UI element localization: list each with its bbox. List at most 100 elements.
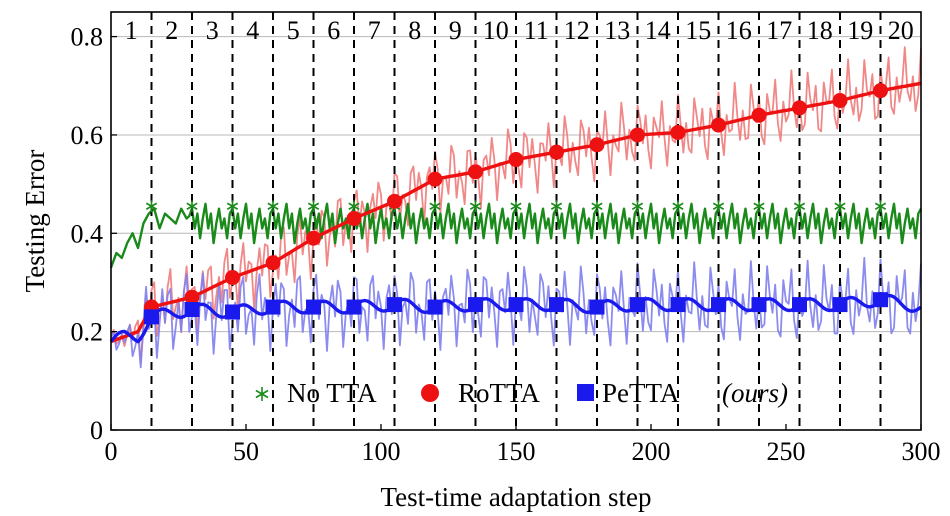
no-tta-marker: [550, 200, 563, 213]
y-tick-label: 0.6: [71, 121, 104, 150]
rotta-marker: [508, 152, 524, 168]
rotta-marker: [589, 137, 605, 153]
petta-marker: [670, 297, 686, 313]
visit-labels: 1 2 3 4 5 6 7 8 9 10 11 12 13 14 15 16 17 18 19 20: [125, 16, 914, 45]
visit-label: 1: [125, 16, 138, 45]
petta-marker: [265, 299, 281, 315]
visit-label: 11: [524, 16, 549, 45]
x-tick-label: 200: [632, 437, 671, 466]
axis-ticks: 0 50 100 150 200 250 300 0 0.2 0.4 0.6 0.8: [71, 23, 941, 466]
no-tta-marker: [226, 200, 239, 213]
petta-marker: [751, 297, 767, 313]
visit-label: 2: [165, 16, 178, 45]
x-tick-label: 250: [767, 437, 806, 466]
visit-label: 20: [888, 16, 914, 45]
visit-label: 17: [766, 16, 792, 45]
no-tta-marker: [307, 200, 320, 213]
rotta-marker: [873, 83, 888, 99]
petta-marker: [630, 297, 645, 313]
visit-label: 15: [685, 16, 711, 45]
petta-marker: [589, 299, 605, 315]
no-tta-marker: [429, 200, 441, 213]
y-axis-title: Testing Error: [20, 150, 50, 293]
rotta-marker: [711, 117, 726, 133]
visit-label: 13: [604, 16, 630, 45]
petta-marker: [792, 297, 807, 313]
x-tick-label: 100: [362, 437, 401, 466]
legend-rotta-symbol: [421, 384, 439, 402]
visit-label: 19: [847, 16, 873, 45]
no-tta-marker: [631, 200, 644, 213]
x-tick-label: 300: [902, 437, 941, 466]
visit-label: 4: [246, 16, 259, 45]
petta-marker: [468, 297, 483, 313]
legend-no-tta-label: No TTA: [287, 378, 377, 408]
no-tta-marker: [793, 200, 806, 213]
no-tta-marker: [834, 200, 846, 213]
petta-marker: [346, 299, 362, 315]
legend-petta-note: (ours): [722, 378, 788, 408]
visit-label: 5: [287, 16, 300, 45]
visit-label: 16: [726, 16, 752, 45]
visit-label: 7: [368, 16, 381, 45]
rotta-marker: [265, 255, 281, 271]
legend-no-tta-marker: [255, 387, 269, 401]
visit-label: 3: [206, 16, 219, 45]
y-tick-label: 0.2: [71, 318, 104, 347]
y-tick-label: 0: [90, 416, 103, 445]
petta-marker: [549, 297, 564, 313]
x-tick-label: 0: [105, 437, 118, 466]
x-tick-label: 150: [497, 437, 536, 466]
no-tta-marker: [510, 200, 522, 213]
rotta-marker: [225, 270, 240, 286]
no-tta-marker: [712, 200, 725, 213]
x-axis-title: Test-time adaptation step: [380, 482, 651, 512]
visit-label: 6: [327, 16, 340, 45]
petta-marker: [873, 292, 888, 308]
petta-marker: [306, 299, 321, 315]
petta-marker: [184, 302, 200, 318]
petta-marker: [427, 299, 443, 315]
no-tta-marker: [753, 200, 765, 213]
legend: No TTA RoTTA PeTTA (ours): [255, 378, 788, 408]
petta-marker: [387, 297, 402, 313]
legend-petta-marker: [577, 384, 594, 401]
rotta-marker: [306, 230, 321, 246]
petta-marker: [832, 297, 848, 313]
rotta-marker: [630, 127, 645, 143]
visit-label: 12: [564, 16, 590, 45]
x-tick-label: 50: [233, 437, 259, 466]
rotta-marker: [670, 124, 686, 140]
legend-no-tta-symbol: [255, 387, 269, 401]
rotta-marker: [387, 193, 402, 209]
legend-rotta-marker: [421, 384, 439, 402]
rotta-marker: [346, 211, 362, 227]
rotta-marker: [549, 144, 564, 160]
rotta-marker: [792, 100, 807, 116]
visit-label: 10: [483, 16, 509, 45]
rotta-marker: [184, 289, 200, 305]
y-tick-label: 0.4: [71, 219, 104, 248]
petta-marker: [508, 297, 524, 313]
no-tta-marker: [591, 200, 603, 213]
rotta-marker: [468, 164, 483, 180]
no-tta-marker: [348, 200, 360, 213]
petta-marker: [225, 304, 240, 320]
no-tta-marker: [672, 200, 684, 213]
legend-rotta-label: RoTTA: [458, 378, 540, 408]
series-markers: [144, 83, 888, 325]
visit-label: 8: [408, 16, 421, 45]
no-tta-marker: [145, 200, 158, 213]
no-tta-marker: [874, 200, 887, 213]
visit-label: 9: [449, 16, 462, 45]
rotta-marker: [427, 171, 443, 187]
legend-petta-symbol: [577, 384, 594, 401]
no-tta-marker: [186, 200, 198, 213]
petta-marker: [711, 297, 726, 313]
no-tta-marker: [469, 200, 482, 213]
rotta-marker: [832, 93, 848, 109]
no-tta-marker: [267, 200, 279, 213]
grid-lines: [111, 36, 921, 333]
visit-label: 14: [645, 16, 671, 45]
